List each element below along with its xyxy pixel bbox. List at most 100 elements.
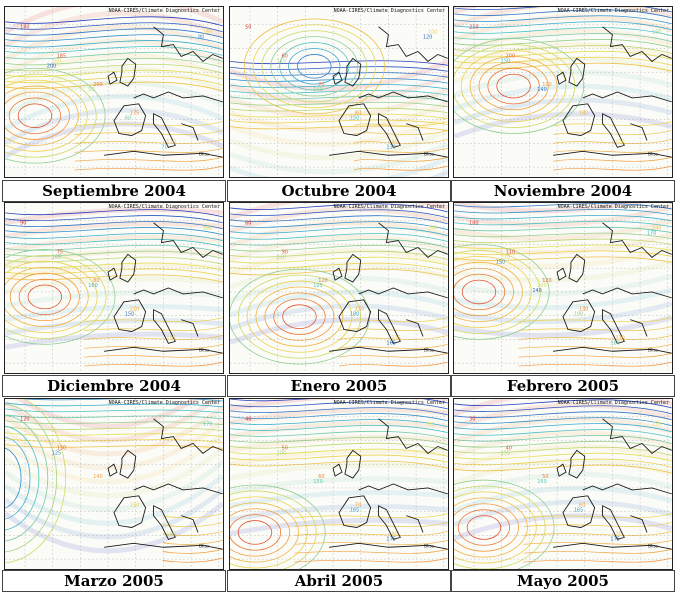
contour-label: 140 [93, 474, 102, 480]
map-panel-abril-2005: 40 50 60 70 80 90 100 150 165 175 Bliss NOAA-CIRES… [229, 398, 449, 570]
map-corner-label: Bliss [648, 347, 659, 353]
contour-label: 60 [125, 116, 131, 122]
contour-map: 40 50 60 70 80 90 100 150 165 175 Bliss [230, 399, 448, 569]
contour-label: 90 [282, 249, 288, 255]
contour-label: 60 [245, 221, 251, 227]
contour-label: 140 [537, 87, 546, 93]
contour-label: 80 [391, 531, 397, 537]
contour-label: 140 [313, 87, 322, 93]
contour-label: 185 [57, 53, 66, 59]
contour-label: 40 [506, 445, 512, 451]
contour-map: 90 75 80 210 195 180 165 160 150 Bliss [5, 203, 223, 373]
contour-label: 210 [130, 307, 139, 313]
map-corner-label: Bliss [424, 543, 435, 549]
contour-label: 130 [386, 144, 395, 150]
contour-label: 150 [313, 479, 322, 485]
contour-label: 175 [130, 111, 139, 117]
contour-label: 160 [166, 531, 175, 537]
map-header-text: NOAA-CIRES/Climate Diagnostics Center [108, 400, 220, 406]
contour-label: 50 [88, 87, 94, 93]
contour-label: 170 [203, 422, 212, 428]
contour-label: 60 [579, 503, 585, 509]
contour-label: 210 [277, 254, 286, 260]
contour-label: 90 [20, 221, 26, 227]
contour-label: 60 [282, 53, 288, 59]
contour-label: 165 [386, 340, 395, 346]
contour-label: 80 [93, 278, 99, 284]
contour-label: 160 [52, 58, 61, 64]
contour-label: 190 [574, 312, 583, 318]
contour-label: 80 [355, 111, 361, 117]
caption-marzo-2005: Marzo 2005 [2, 570, 226, 592]
contour-label: 180 [579, 111, 588, 117]
contour-label: 70 [161, 144, 167, 150]
contour-label: 170 [615, 139, 624, 145]
contour-label: 100 [277, 450, 286, 456]
contour-label: 140 [532, 288, 541, 294]
map-panel-mayo-2005: 30 40 50 60 70 150 155 160 165 175 Bliss NOAA-CIRE… [453, 398, 673, 570]
contour-label: 40 [245, 417, 251, 423]
contour-label: 50 [282, 445, 288, 451]
map-header-text: NOAA-CIRES/Climate Diagnostics Center [333, 204, 445, 210]
contour-label: 70 [318, 82, 324, 88]
contour-label: 60 [318, 474, 324, 480]
contour-label: 170 [647, 231, 656, 237]
contour-label: 160 [88, 283, 97, 289]
map-panel-septiembre-2004: 180 185 200 175 170 165 160 50 60 70 80 200 Bliss NO… [4, 6, 224, 178]
contour-map: 60 90 120 150 225 240 210 195 180 165 Bliss [230, 203, 448, 373]
contour-label: 180 [20, 25, 29, 31]
contour-label: 70 [355, 503, 361, 509]
contour-label: 100 [469, 221, 478, 227]
contour-label: 110 [277, 58, 286, 64]
caption-abril-2005: Abril 2005 [227, 570, 451, 592]
map-header-text: NOAA-CIRES/Climate Diagnostics Center [333, 8, 445, 14]
contour-label: 150 [501, 58, 510, 64]
contour-label: 180 [610, 340, 619, 346]
contour-label: 30 [469, 417, 475, 423]
contour-label: 190 [542, 82, 551, 88]
contour-label: 230 [615, 335, 624, 341]
contour-label: 150 [350, 116, 359, 122]
map-panel-diciembre-2004: 90 75 80 210 195 180 165 160 150 Bliss NOAA-CIRES… [4, 202, 224, 374]
contour-map: 50 60 70 80 90 100 110 140 150 130 120 Bliss [230, 7, 448, 177]
caption-enero-2005: Enero 2005 [227, 375, 451, 397]
contour-label: 130 [579, 307, 588, 313]
contour-label: 225 [391, 335, 400, 341]
map-header-text: NOAA-CIRES/Climate Diagnostics Center [108, 204, 220, 210]
map-corner-label: Bliss [648, 543, 659, 549]
caption-mayo-2005: Mayo 2005 [451, 570, 675, 592]
map-panel-marzo-2005: 120 130 140 150 160 170 125 Bliss NOAA-CIRES/Cl… [4, 398, 224, 570]
contour-label: 125 [52, 450, 61, 456]
caption-febrero-2005: Febrero 2005 [451, 375, 675, 397]
contour-label: 240 [428, 226, 437, 232]
contour-map: 30 40 50 60 70 150 155 160 165 175 Bliss [454, 399, 672, 569]
caption-septiembre-2004: Septiembre 2004 [2, 180, 226, 202]
contour-label: 210 [501, 254, 510, 260]
caption-octubre-2004: Octubre 2004 [227, 180, 451, 202]
contour-label: 170 [166, 139, 175, 145]
contour-label: 150 [125, 312, 134, 318]
contour-label: 50 [245, 25, 251, 31]
map-header-text: NOAA-CIRES/Climate Diagnostics Center [333, 400, 445, 406]
contour-label: 160 [537, 479, 546, 485]
contour-label: 180 [203, 226, 212, 232]
contour-label: 165 [350, 508, 359, 514]
contour-label: 120 [318, 278, 327, 284]
contour-label: 210 [469, 25, 478, 31]
contour-label: 165 [574, 508, 583, 514]
contour-label: 80 [198, 35, 204, 41]
contour-label: 200 [537, 283, 546, 289]
map-header-text: NOAA-CIRES/Climate Diagnostics Center [557, 400, 669, 406]
contour-label: 200 [93, 82, 102, 88]
map-header-text: NOAA-CIRES/Climate Diagnostics Center [557, 8, 669, 14]
map-corner-label: Bliss [648, 151, 659, 157]
contour-map: 210 200 190 180 170 160 150 140 Bliss [454, 7, 672, 177]
contour-label: 50 [542, 474, 548, 480]
map-panel-febrero-2005: 100 110 120 130 230 240 210 200 190 180 170 150 140 B… [453, 202, 673, 374]
map-header-text: NOAA-CIRES/Climate Diagnostics Center [557, 204, 669, 210]
contour-label: 90 [428, 422, 434, 428]
contour-label: 195 [166, 335, 175, 341]
contour-label: 240 [652, 226, 661, 232]
contour-label: 150 [652, 422, 661, 428]
